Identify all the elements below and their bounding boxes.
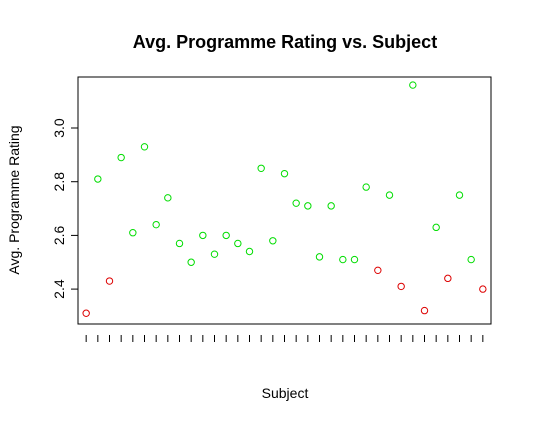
y-axis-label: Avg. Programme Rating [6, 125, 22, 274]
data-point [385, 191, 394, 199]
data-point [199, 231, 207, 240]
data-points [82, 81, 487, 317]
data-point [432, 223, 440, 232]
data-point [187, 258, 195, 266]
data-point [350, 255, 359, 264]
data-point [152, 220, 160, 229]
y-tick-label: 2.6 [51, 225, 67, 245]
data-point [82, 309, 90, 317]
data-point [479, 285, 487, 293]
data-point [234, 239, 242, 248]
data-point [269, 237, 277, 245]
data-point [117, 153, 125, 162]
y-axis: 2.4 2.6 2.8 3.0 [51, 118, 79, 299]
data-point [397, 282, 405, 291]
data-point [222, 231, 230, 240]
data-point [292, 199, 300, 207]
data-point [105, 277, 114, 285]
y-tick-label: 3.0 [51, 118, 67, 138]
data-point [257, 164, 265, 172]
data-point [175, 239, 184, 248]
data-point [327, 202, 335, 210]
x-axis-label: Subject [262, 385, 309, 401]
data-point [339, 255, 347, 264]
data-point [94, 175, 102, 183]
data-point [420, 306, 429, 315]
data-point [444, 274, 452, 283]
x-axis [85, 323, 484, 342]
data-point [210, 250, 219, 258]
chart-title: Avg. Programme Rating vs. Subject [133, 32, 437, 52]
data-point [409, 81, 417, 89]
data-point [467, 255, 475, 264]
data-point [129, 229, 137, 237]
data-point [164, 194, 172, 202]
y-tick-label: 2.8 [51, 172, 67, 192]
data-point [315, 253, 324, 261]
data-point [362, 183, 370, 191]
data-point [245, 247, 254, 256]
data-point [455, 191, 464, 199]
y-tick-label: 2.4 [51, 279, 67, 299]
data-point [304, 202, 312, 210]
plot-area-border [77, 76, 492, 325]
data-point [140, 143, 149, 151]
data-point [280, 169, 289, 178]
data-point [374, 266, 382, 275]
